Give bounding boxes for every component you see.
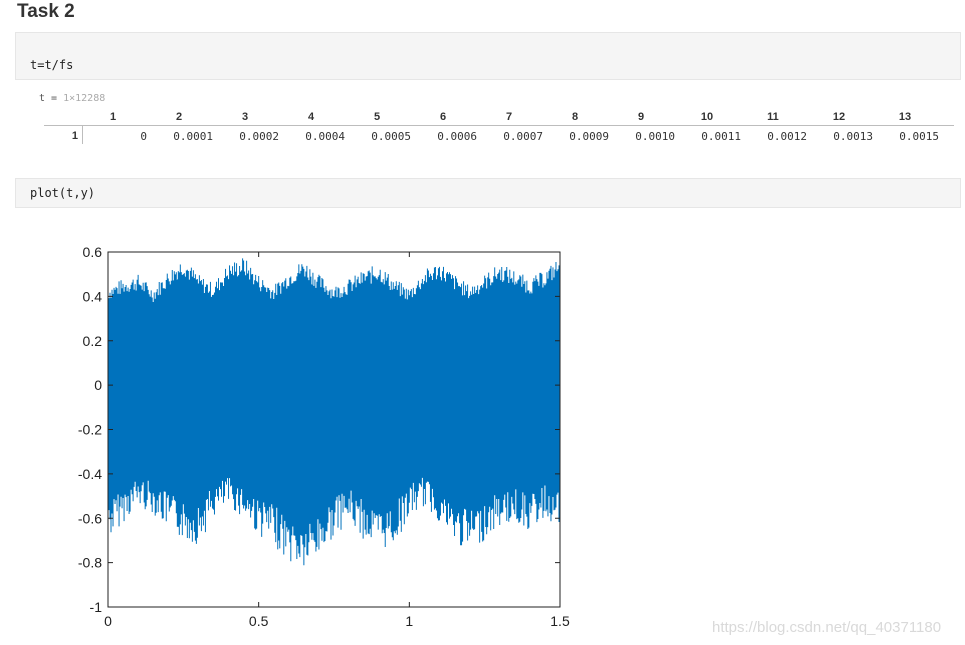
table-cell: 0.0002 [239, 130, 279, 143]
y-tick-label: 0 [94, 377, 102, 393]
x-tick-label: 1.5 [550, 613, 570, 629]
column-header: 6 [439, 111, 447, 123]
variable-name: t = [39, 93, 64, 104]
x-tick-label: 0.5 [249, 613, 269, 629]
y-tick-label: -0.6 [78, 510, 102, 526]
code-line: t=t/fs [30, 58, 74, 72]
y-tick-label: -0.4 [78, 466, 102, 482]
table-cell: 0.0013 [833, 130, 873, 143]
x-tick-label: 1 [405, 613, 413, 629]
table-cell: 0.0005 [371, 130, 411, 143]
column-header: 10 [700, 111, 714, 123]
y-tick-label: -1 [90, 599, 103, 615]
column-header: 8 [571, 111, 579, 123]
plot-figure: 0.6 0.4 0.2 0 -0.2 -0.4 -0.6 -0.8 -1 0 0.5 1 1.5 [60, 240, 600, 645]
column-header: 7 [505, 111, 513, 123]
table-cell: 0.0012 [767, 130, 807, 143]
table-divider [44, 125, 954, 126]
y-tick-label: -0.2 [78, 422, 102, 438]
table-cell: 0.0015 [899, 130, 939, 143]
table-cell: 0.0006 [437, 130, 477, 143]
x-tick-label: 0 [104, 613, 112, 629]
code-line: plot(t,y) [30, 186, 96, 200]
watermark: https://blog.csdn.net/qq_40371180 [712, 619, 942, 636]
column-header: 12 [832, 111, 846, 123]
code-cell-2[interactable]: plot(t,y) [15, 178, 961, 208]
column-header: 11 [767, 111, 779, 123]
table-row-divider [82, 126, 83, 144]
column-header: 9 [637, 111, 645, 123]
table-cell: 0 [140, 130, 147, 143]
column-header: 4 [307, 111, 315, 123]
row-header: 1 [71, 130, 78, 142]
table-cell: 0.0010 [635, 130, 675, 143]
table-cell: 0.0009 [569, 130, 609, 143]
section-title: Task 2 [17, 1, 75, 22]
table-cell: 0.0004 [305, 130, 345, 143]
code-cell-1[interactable]: t=t/fs [15, 32, 961, 80]
column-header: 2 [175, 111, 183, 123]
table-cell: 0.0001 [173, 130, 213, 143]
table-cell: 0.0011 [701, 130, 741, 143]
table-cell: 0.0007 [503, 130, 543, 143]
column-header: 1 [109, 111, 117, 123]
variable-dims: 1×12288 [63, 93, 106, 104]
line-chart: 0.60.40.20-0.2-0.4-0.6-0.8-10 0.5 1 1.5 [78, 244, 570, 629]
variable-label: t = 1×12288 [39, 93, 105, 104]
column-header: 13 [898, 111, 912, 123]
column-header: 3 [241, 111, 249, 123]
y-tick-label: 0.2 [83, 333, 103, 349]
y-tick-label: -0.8 [78, 555, 102, 571]
y-tick-label: 0.4 [83, 288, 103, 304]
column-header: 5 [373, 111, 381, 123]
y-tick-label: 0.6 [83, 244, 103, 260]
